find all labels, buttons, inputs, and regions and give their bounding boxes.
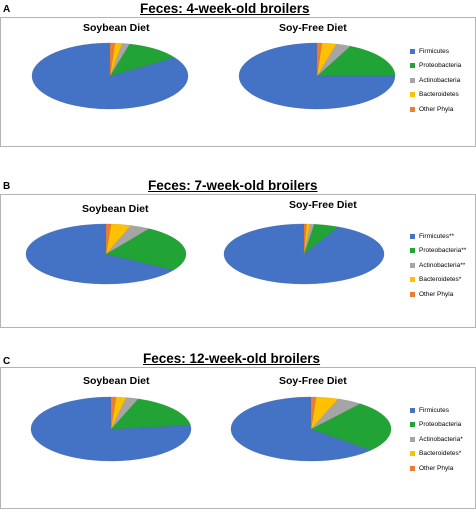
panel-title-b: Feces: 7-week-old broilers xyxy=(148,178,318,193)
legend-label: Proteobacteria xyxy=(419,421,462,429)
panel-letter-c: C xyxy=(3,356,11,367)
legend-swatch xyxy=(410,48,415,54)
legend-item: Bacteroidetes* xyxy=(410,273,466,288)
legend-item: Bacteroidetes xyxy=(410,88,461,103)
chart-title-b-soybean: Soybean Diet xyxy=(82,203,149,215)
legend-item: Firmicutes** xyxy=(410,229,466,244)
legend-swatch xyxy=(410,436,415,442)
legend-swatch xyxy=(410,92,415,98)
legend-item: Other Phyla xyxy=(410,461,463,476)
legend-label: Proteobacteria** xyxy=(419,247,467,255)
legend-label: Firmicutes xyxy=(419,47,449,55)
legend-swatch xyxy=(410,407,415,413)
chart-title-b-soyfree: Soy-Free Diet xyxy=(289,199,357,211)
pie-slice-other-phyla xyxy=(110,396,117,430)
legend-swatch xyxy=(410,291,415,297)
pie-slice-firmicutes xyxy=(25,223,174,285)
legend-item: Firmicutes xyxy=(410,44,461,59)
chart-title-a-soyfree: Soy-Free Diet xyxy=(279,22,347,34)
pie-slice-other-phyla xyxy=(310,396,317,430)
legend-label: Bacteroidetes* xyxy=(419,450,462,458)
legend-swatch xyxy=(410,63,415,69)
pie-slice-proteobacteria xyxy=(110,398,191,430)
legend-a: Firmicutes Proteobacteria Actinobacteria Ba… xyxy=(410,44,461,117)
legend-item: Firmicutes xyxy=(410,403,463,418)
legend-item: Other Phyla xyxy=(410,287,466,302)
legend-label: Actinobacteria** xyxy=(419,261,466,269)
legend-swatch xyxy=(410,233,415,239)
pie-slice-other-phyla xyxy=(303,223,307,255)
legend-label: Bacteroidetes xyxy=(419,91,459,99)
pie-slice-other-phyla xyxy=(316,42,323,77)
legend-item: Actinobacteria* xyxy=(410,432,463,447)
legend-swatch xyxy=(410,422,415,428)
legend-swatch xyxy=(410,465,415,471)
panel-letter-a: A xyxy=(3,4,11,15)
legend-label: Actinobacteria* xyxy=(419,435,463,443)
panel-title-a: Feces: 4-week-old broilers xyxy=(140,1,310,16)
legend-label: Other Phyla xyxy=(419,464,454,472)
pie-slice-firmicutes xyxy=(238,42,396,110)
legend-swatch xyxy=(410,248,415,254)
legend-label: Bacteroidetes* xyxy=(419,276,462,284)
legend-swatch xyxy=(410,262,415,268)
legend-item: Other Phyla xyxy=(410,102,461,117)
legend-label: Firmicutes** xyxy=(419,232,455,240)
pie-slice-other-phyla xyxy=(105,223,112,255)
legend-item: Bacteroidetes* xyxy=(410,447,463,462)
legend-swatch xyxy=(410,277,415,283)
panel-title-c: Feces: 12-week-old broilers xyxy=(143,351,321,366)
legend-label: Other Phyla xyxy=(419,105,454,113)
legend-label: Actinobacteria xyxy=(419,76,461,84)
legend-item: Actinobacteria** xyxy=(410,258,466,273)
chart-title-c-soybean: Soybean Diet xyxy=(83,375,150,387)
pie-slice-firmicutes xyxy=(230,396,372,462)
legend-c: Firmicutes Proteobacteria Actinobacteria* B… xyxy=(410,403,463,476)
panel-letter-b: B xyxy=(3,181,11,192)
legend-label: Proteobacteria xyxy=(419,62,462,70)
legend-item: Actinobacteria xyxy=(410,73,461,88)
pie-slice-proteobacteria xyxy=(316,45,396,77)
legend-item: Proteobacteria xyxy=(410,418,463,433)
legend-swatch xyxy=(410,106,415,112)
pie-slice-proteobacteria xyxy=(310,403,392,451)
legend-swatch xyxy=(410,451,415,457)
legend-swatch xyxy=(410,77,415,83)
legend-item: Proteobacteria xyxy=(410,59,461,74)
chart-title-a-soybean: Soybean Diet xyxy=(83,22,150,34)
pie-slice-other-phyla xyxy=(109,42,116,77)
chart-title-c-soyfree: Soy-Free Diet xyxy=(279,375,347,387)
legend-item: Proteobacteria** xyxy=(410,244,466,259)
legend-label: Other Phyla xyxy=(419,290,454,298)
pie-slice-proteobacteria xyxy=(105,228,187,271)
legend-b: Firmicutes** Proteobacteria** Actinobacter… xyxy=(410,229,466,302)
legend-label: Firmicutes xyxy=(419,406,449,414)
